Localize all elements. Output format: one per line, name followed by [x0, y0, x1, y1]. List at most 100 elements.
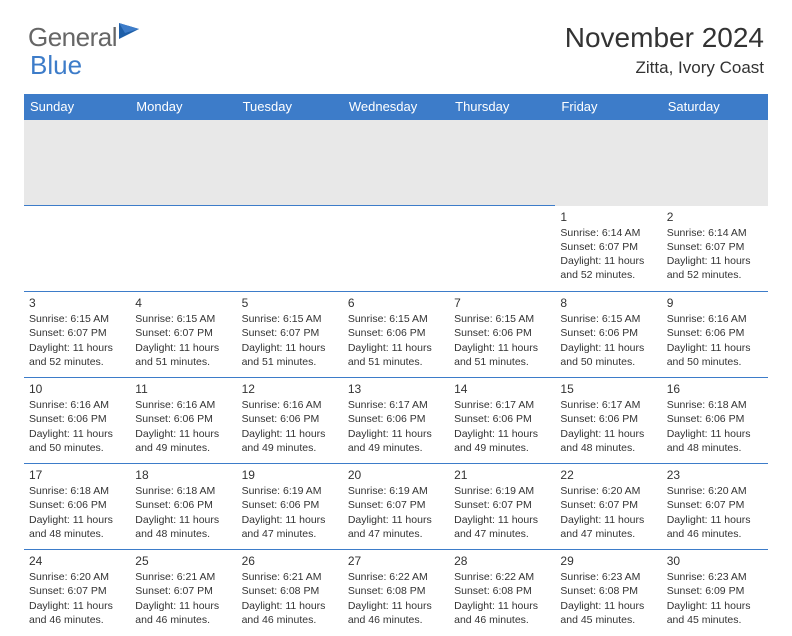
sunset-text: Sunset: 6:07 PM — [560, 498, 656, 512]
daylight-text: Daylight: 11 hours — [348, 599, 444, 613]
day-number: 16 — [667, 381, 763, 397]
day-number: 26 — [242, 553, 338, 569]
daylight-text: Daylight: 11 hours — [560, 254, 656, 268]
daylight-text: Daylight: 11 hours — [29, 341, 125, 355]
daylight-text: and 51 minutes. — [242, 355, 338, 369]
calendar-day-cell: 23Sunrise: 6:20 AMSunset: 6:07 PMDayligh… — [662, 464, 768, 550]
sunrise-text: Sunrise: 6:15 AM — [29, 312, 125, 326]
day-number: 9 — [667, 295, 763, 311]
weekday-header: Tuesday — [237, 94, 343, 120]
day-number: 8 — [560, 295, 656, 311]
page-header: General November 2024 Zitta, Ivory Coast — [0, 0, 792, 86]
daylight-text: and 47 minutes. — [560, 527, 656, 541]
weekday-header: Thursday — [449, 94, 555, 120]
logo: General — [28, 22, 139, 53]
daylight-text: Daylight: 11 hours — [560, 513, 656, 527]
daylight-text: and 46 minutes. — [29, 613, 125, 627]
sunrise-text: Sunrise: 6:18 AM — [29, 484, 125, 498]
sunrise-text: Sunrise: 6:22 AM — [454, 570, 550, 584]
calendar-table: Sunday Monday Tuesday Wednesday Thursday… — [24, 94, 768, 636]
sunset-text: Sunset: 6:06 PM — [348, 326, 444, 340]
day-number: 27 — [348, 553, 444, 569]
calendar-day-cell: 25Sunrise: 6:21 AMSunset: 6:07 PMDayligh… — [130, 550, 236, 636]
logo-text-1: General — [28, 22, 117, 53]
sunrise-text: Sunrise: 6:22 AM — [348, 570, 444, 584]
daylight-text: Daylight: 11 hours — [135, 599, 231, 613]
calendar-day-cell: 18Sunrise: 6:18 AMSunset: 6:06 PMDayligh… — [130, 464, 236, 550]
sunset-text: Sunset: 6:08 PM — [454, 584, 550, 598]
day-number: 5 — [242, 295, 338, 311]
daylight-text: and 51 minutes. — [348, 355, 444, 369]
daylight-text: Daylight: 11 hours — [454, 599, 550, 613]
logo-triangle-icon — [119, 23, 139, 41]
daylight-text: Daylight: 11 hours — [242, 341, 338, 355]
calendar-week-row: 17Sunrise: 6:18 AMSunset: 6:06 PMDayligh… — [24, 464, 768, 550]
calendar-day-cell: 11Sunrise: 6:16 AMSunset: 6:06 PMDayligh… — [130, 378, 236, 464]
daylight-text: and 48 minutes. — [29, 527, 125, 541]
sunrise-text: Sunrise: 6:18 AM — [135, 484, 231, 498]
sunset-text: Sunset: 6:08 PM — [242, 584, 338, 598]
day-number: 21 — [454, 467, 550, 483]
sunset-text: Sunset: 6:07 PM — [560, 240, 656, 254]
sunset-text: Sunset: 6:07 PM — [242, 326, 338, 340]
day-number: 15 — [560, 381, 656, 397]
daylight-text: Daylight: 11 hours — [667, 341, 763, 355]
day-number: 22 — [560, 467, 656, 483]
sunrise-text: Sunrise: 6:17 AM — [454, 398, 550, 412]
daylight-text: Daylight: 11 hours — [348, 513, 444, 527]
sunrise-text: Sunrise: 6:19 AM — [242, 484, 338, 498]
sunrise-text: Sunrise: 6:16 AM — [242, 398, 338, 412]
daylight-text: and 48 minutes. — [560, 441, 656, 455]
daylight-text: Daylight: 11 hours — [454, 341, 550, 355]
calendar-body: 1Sunrise: 6:14 AMSunset: 6:07 PMDaylight… — [24, 120, 768, 636]
weekday-header: Wednesday — [343, 94, 449, 120]
day-number: 6 — [348, 295, 444, 311]
calendar-day-cell: 29Sunrise: 6:23 AMSunset: 6:08 PMDayligh… — [555, 550, 661, 636]
daylight-text: and 52 minutes. — [667, 268, 763, 282]
calendar-day-cell — [24, 206, 130, 292]
daylight-text: and 51 minutes. — [454, 355, 550, 369]
sunrise-text: Sunrise: 6:14 AM — [667, 226, 763, 240]
daylight-text: Daylight: 11 hours — [135, 427, 231, 441]
daylight-text: and 52 minutes. — [560, 268, 656, 282]
sunrise-text: Sunrise: 6:16 AM — [135, 398, 231, 412]
sunset-text: Sunset: 6:07 PM — [667, 240, 763, 254]
sunrise-text: Sunrise: 6:21 AM — [135, 570, 231, 584]
day-number: 17 — [29, 467, 125, 483]
day-number: 20 — [348, 467, 444, 483]
weekday-header: Sunday — [24, 94, 130, 120]
sunrise-text: Sunrise: 6:23 AM — [667, 570, 763, 584]
calendar-day-cell: 26Sunrise: 6:21 AMSunset: 6:08 PMDayligh… — [237, 550, 343, 636]
sunrise-text: Sunrise: 6:15 AM — [560, 312, 656, 326]
sunrise-text: Sunrise: 6:19 AM — [348, 484, 444, 498]
daylight-text: Daylight: 11 hours — [560, 341, 656, 355]
sunset-text: Sunset: 6:09 PM — [667, 584, 763, 598]
month-title: November 2024 — [565, 22, 764, 54]
calendar-day-cell: 1Sunrise: 6:14 AMSunset: 6:07 PMDaylight… — [555, 206, 661, 292]
daylight-text: Daylight: 11 hours — [454, 427, 550, 441]
calendar-day-cell: 7Sunrise: 6:15 AMSunset: 6:06 PMDaylight… — [449, 292, 555, 378]
sunrise-text: Sunrise: 6:21 AM — [242, 570, 338, 584]
weekday-header: Friday — [555, 94, 661, 120]
calendar-day-cell: 21Sunrise: 6:19 AMSunset: 6:07 PMDayligh… — [449, 464, 555, 550]
sunrise-text: Sunrise: 6:20 AM — [667, 484, 763, 498]
day-number: 7 — [454, 295, 550, 311]
calendar-week-row: 10Sunrise: 6:16 AMSunset: 6:06 PMDayligh… — [24, 378, 768, 464]
calendar-day-cell: 27Sunrise: 6:22 AMSunset: 6:08 PMDayligh… — [343, 550, 449, 636]
sunset-text: Sunset: 6:06 PM — [560, 412, 656, 426]
sunset-text: Sunset: 6:06 PM — [29, 412, 125, 426]
calendar-day-cell — [237, 206, 343, 292]
sunset-text: Sunset: 6:06 PM — [29, 498, 125, 512]
sunset-text: Sunset: 6:06 PM — [560, 326, 656, 340]
spacer-row — [24, 120, 768, 206]
calendar-day-cell — [343, 206, 449, 292]
calendar-day-cell: 16Sunrise: 6:18 AMSunset: 6:06 PMDayligh… — [662, 378, 768, 464]
sunset-text: Sunset: 6:07 PM — [135, 584, 231, 598]
daylight-text: and 45 minutes. — [560, 613, 656, 627]
calendar-day-cell: 3Sunrise: 6:15 AMSunset: 6:07 PMDaylight… — [24, 292, 130, 378]
daylight-text: Daylight: 11 hours — [667, 599, 763, 613]
daylight-text: and 46 minutes. — [454, 613, 550, 627]
calendar-day-cell: 13Sunrise: 6:17 AMSunset: 6:06 PMDayligh… — [343, 378, 449, 464]
sunrise-text: Sunrise: 6:20 AM — [29, 570, 125, 584]
daylight-text: Daylight: 11 hours — [348, 341, 444, 355]
